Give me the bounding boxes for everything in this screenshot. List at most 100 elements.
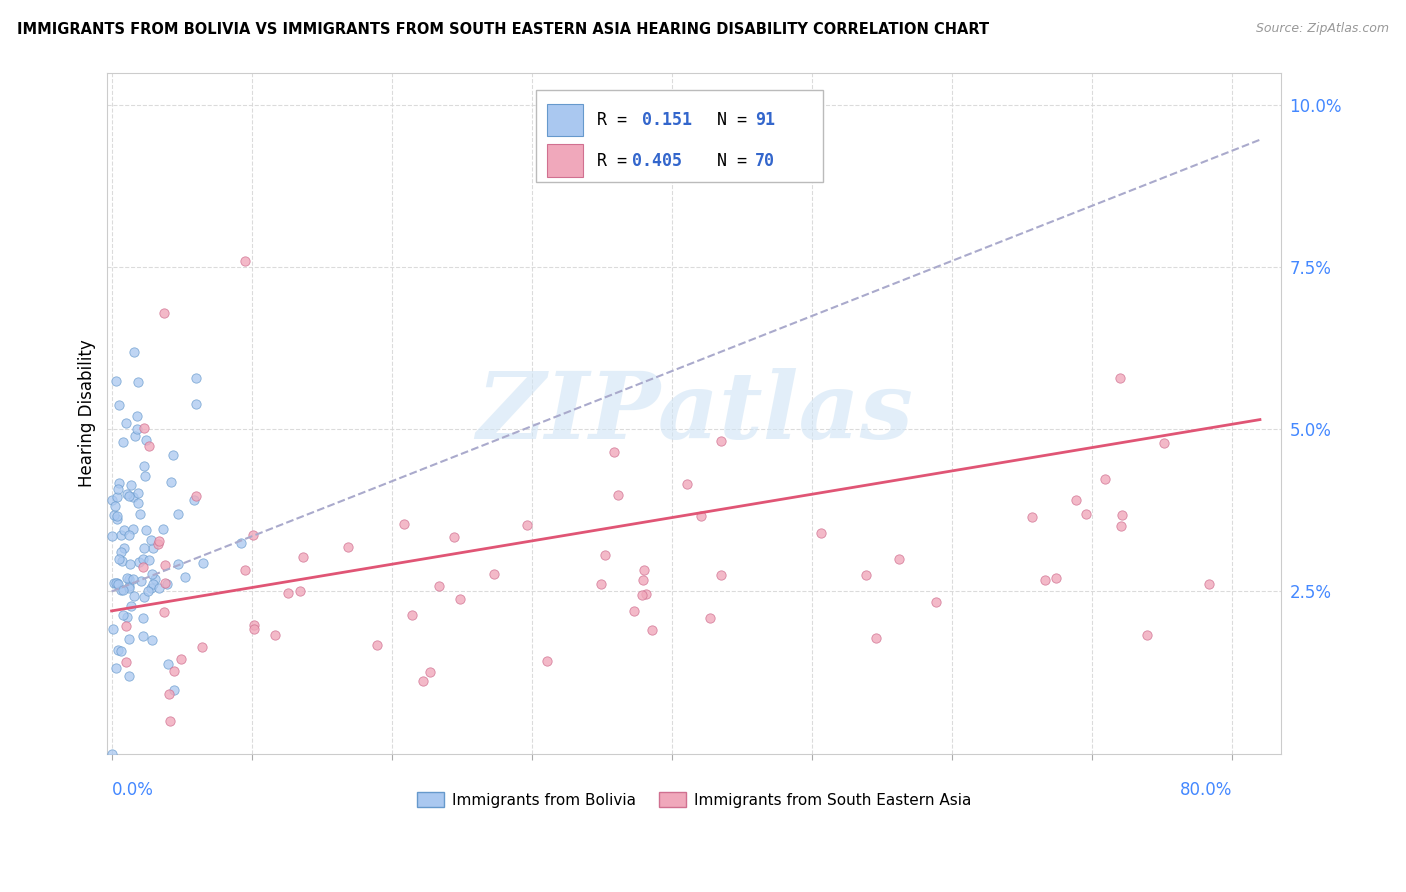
Text: ZIPatlas: ZIPatlas [475,368,912,458]
Point [139,581,162,595]
Point [191,640,214,655]
Point [593,548,616,562]
Point [121,522,143,536]
Point [115,618,138,632]
Point [235,562,257,576]
Point [105,575,128,590]
Point [104,499,127,513]
Point [110,554,132,568]
Point [623,604,645,618]
Point [101,493,124,508]
Point [101,747,124,761]
Point [148,534,170,549]
Point [167,557,190,571]
Point [127,375,149,389]
Y-axis label: Hearing Disability: Hearing Disability [79,339,96,487]
Point [117,572,139,586]
Point [589,576,612,591]
Point [121,491,143,505]
Text: IMMIGRANTS FROM BOLIVIA VS IMMIGRANTS FROM SOUTH EASTERN ASIA HEARING DISABILITY: IMMIGRANTS FROM BOLIVIA VS IMMIGRANTS FR… [17,22,988,37]
Point [633,564,655,578]
Point [1136,627,1159,641]
Point [173,570,195,584]
Point [132,611,155,625]
Point [229,536,252,550]
Point [104,660,127,674]
Point [107,475,129,490]
Point [117,610,139,624]
Point [107,577,129,591]
Point [129,507,152,521]
Point [111,607,134,622]
Point [107,643,129,657]
Point [105,374,128,388]
Point [141,632,163,647]
Point [124,344,146,359]
Point [184,370,207,384]
Point [443,530,465,544]
Point [108,552,131,566]
Point [128,555,150,569]
Point [710,434,733,449]
Point [118,581,141,595]
Point [163,682,186,697]
Point [110,545,132,559]
Text: R =: R = [596,111,637,129]
Point [516,518,538,533]
Point [1094,472,1116,486]
Point [392,517,415,532]
Point [120,599,142,614]
Point [117,487,139,501]
Point [536,654,558,668]
Point [132,590,155,604]
Point [122,572,145,586]
Point [127,486,149,500]
Point [101,622,124,636]
Point [124,428,146,442]
Point [690,509,713,524]
Point [634,587,657,601]
Point [107,482,129,496]
Point [183,493,205,508]
Point [146,537,169,551]
Point [132,552,155,566]
Point [710,567,733,582]
Point [138,439,160,453]
Point [184,397,207,411]
Point [110,643,132,657]
Point [242,528,264,542]
Point [163,665,186,679]
Point [155,558,177,572]
Text: N =: N = [696,111,756,129]
Point [606,487,628,501]
Point [118,669,141,683]
Point [132,629,155,643]
Point [366,638,388,652]
FancyBboxPatch shape [547,103,582,136]
Point [134,459,156,474]
Point [108,398,131,412]
Point [156,577,179,591]
Point [641,624,664,638]
Point [169,652,191,666]
Point [105,509,128,524]
Point [419,665,441,680]
Point [138,583,160,598]
Point [142,577,165,591]
Point [115,571,138,585]
Point [110,528,132,542]
Point [159,475,181,489]
Point [242,618,264,632]
Point [162,448,184,462]
Point [138,553,160,567]
Point [264,628,287,642]
Point [291,550,314,565]
Point [112,541,135,555]
Point [111,583,134,598]
Point [143,572,166,586]
Point [101,529,124,543]
Text: Source: ZipAtlas.com: Source: ZipAtlas.com [1256,22,1389,36]
Point [1198,576,1220,591]
Point [159,714,181,728]
Point [118,579,141,593]
